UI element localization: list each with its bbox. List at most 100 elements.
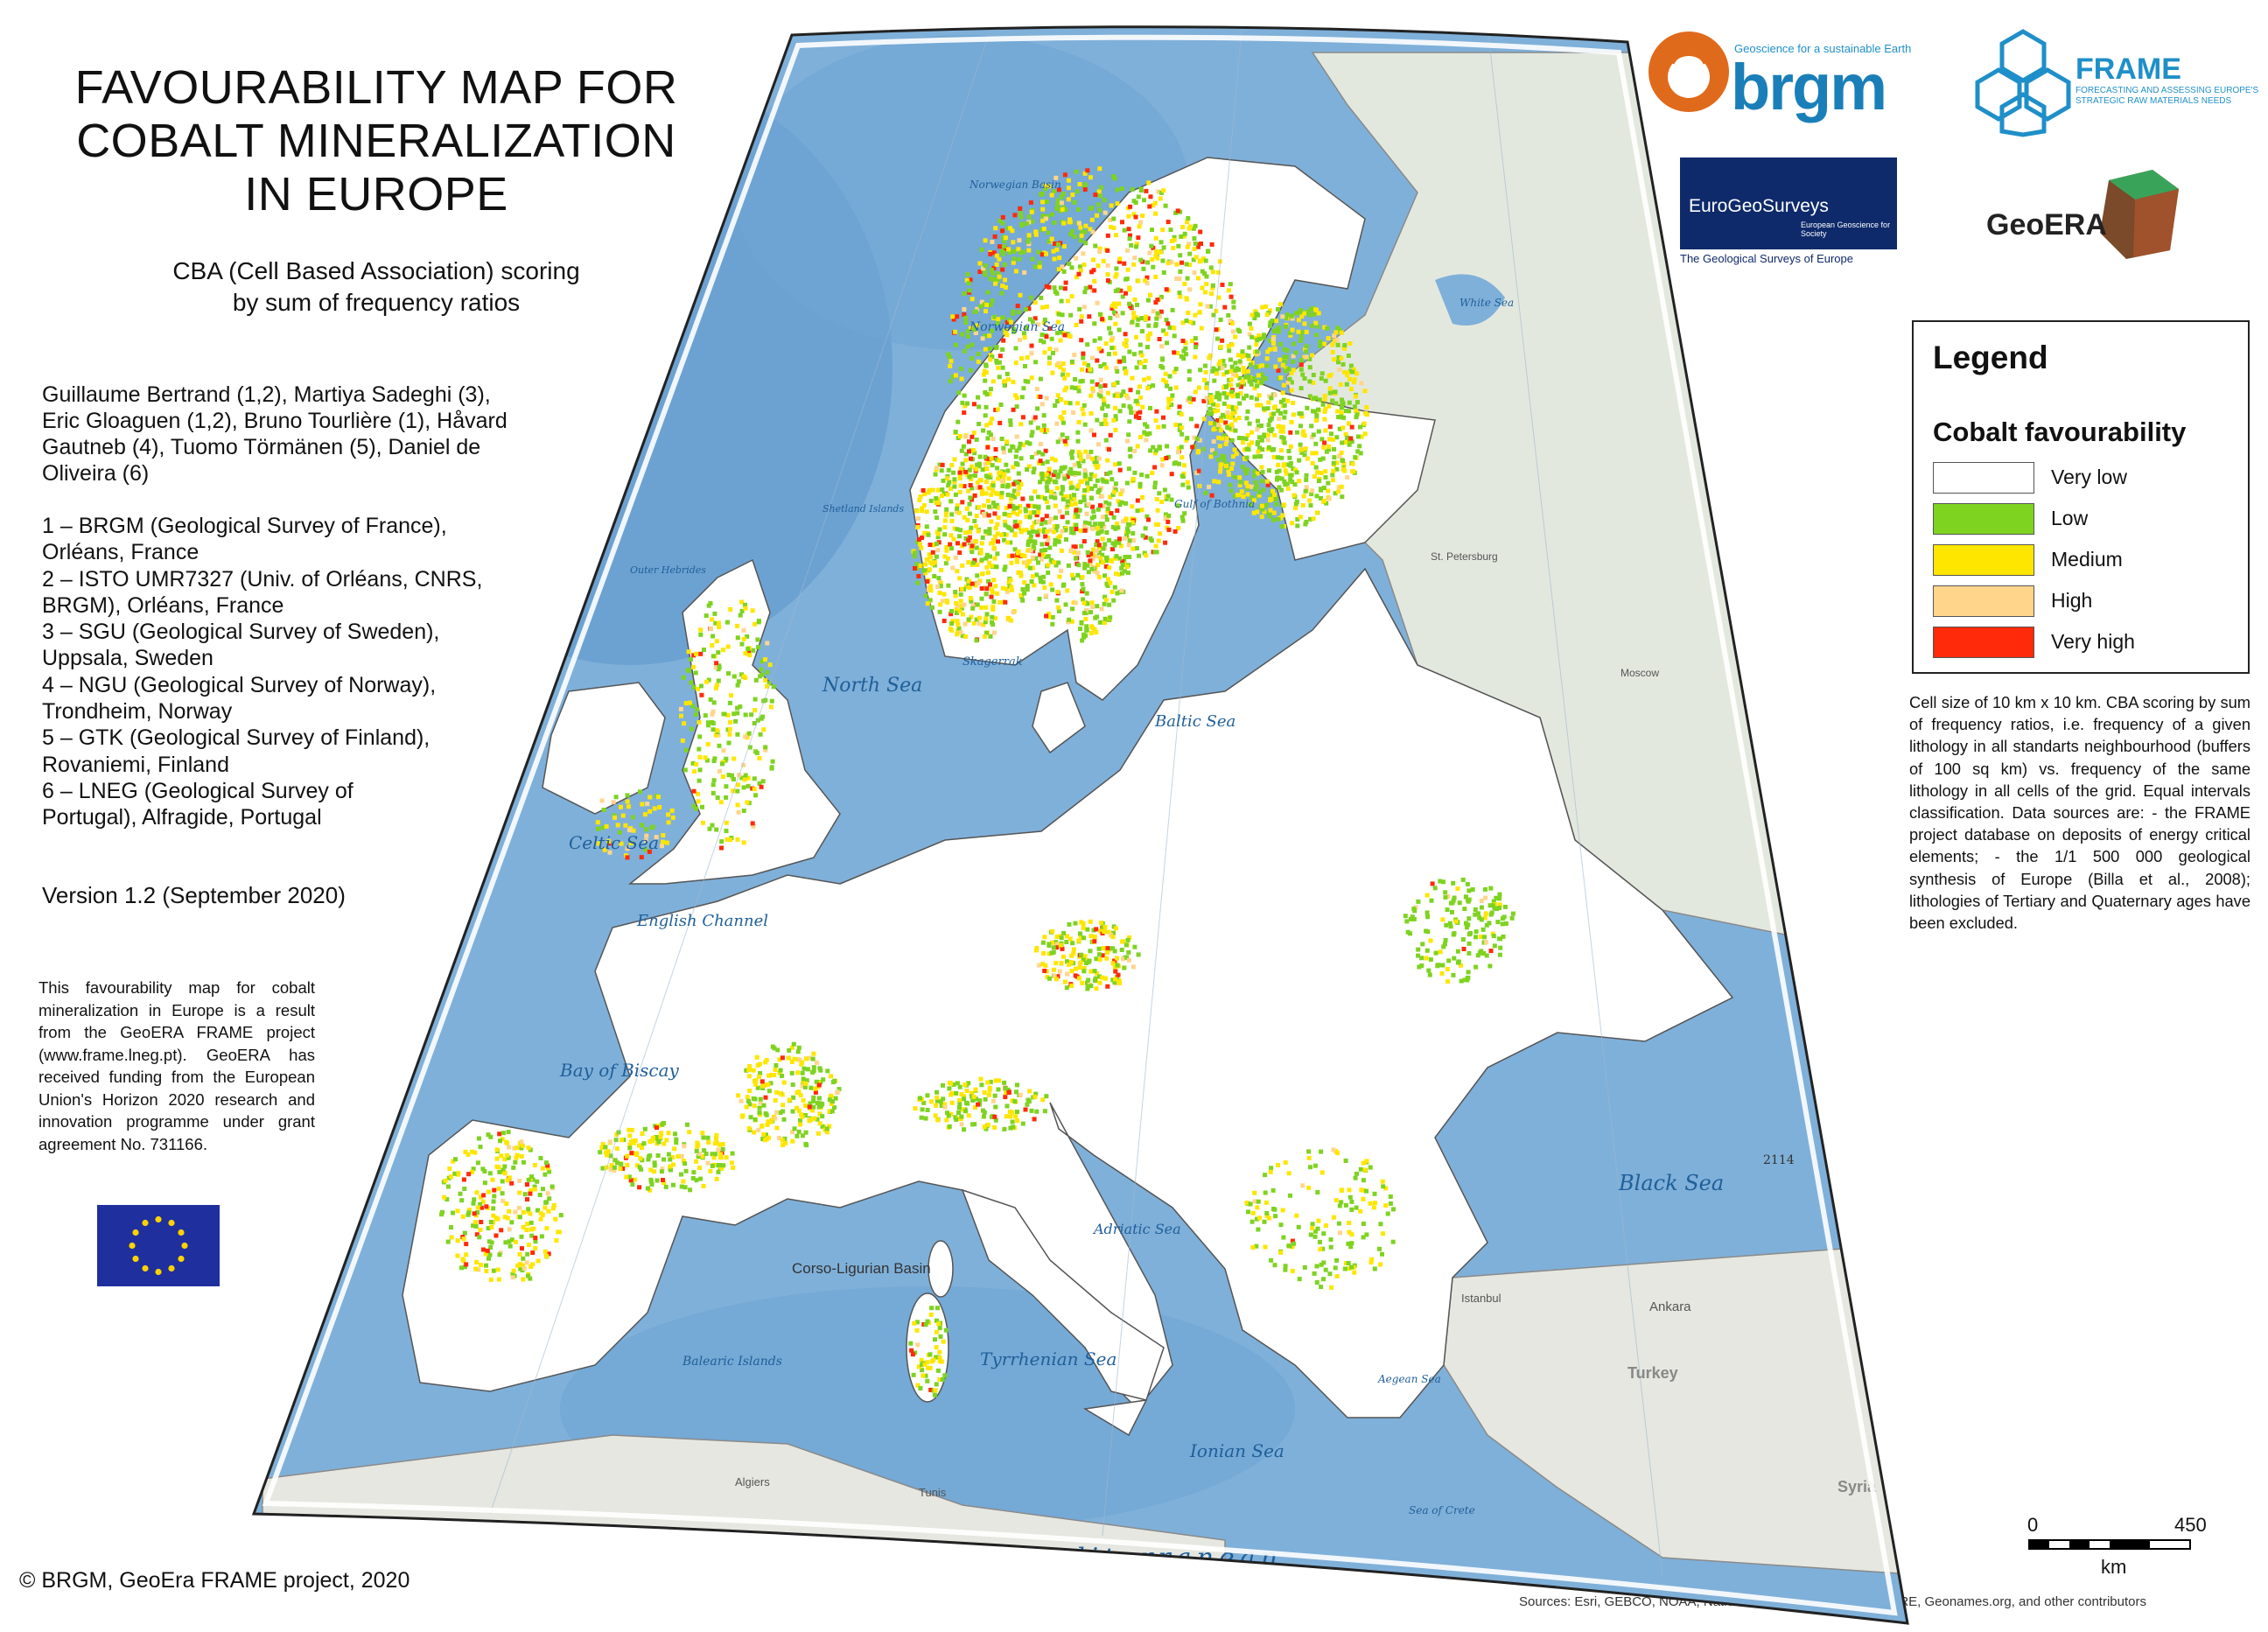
favourability-cell bbox=[1297, 458, 1302, 463]
favourability-cell bbox=[1278, 410, 1283, 416]
favourability-cell bbox=[709, 626, 713, 631]
favourability-cell bbox=[795, 1049, 801, 1054]
favourability-cell bbox=[1054, 935, 1060, 939]
favourability-cell bbox=[551, 1202, 556, 1208]
favourability-cell bbox=[746, 1098, 751, 1103]
favourability-cell bbox=[480, 1166, 486, 1172]
favourability-cell bbox=[957, 473, 962, 479]
favourability-cell bbox=[1052, 189, 1057, 194]
favourability-cell bbox=[492, 1194, 497, 1199]
favourability-cell bbox=[1076, 471, 1082, 476]
favourability-cell bbox=[1061, 269, 1067, 274]
favourability-cell bbox=[982, 368, 987, 374]
favourability-cell bbox=[1029, 375, 1034, 381]
favourability-cell bbox=[1082, 229, 1088, 235]
favourability-cell bbox=[475, 1205, 480, 1210]
favourability-cell bbox=[504, 1140, 509, 1145]
map-frame bbox=[251, 25, 1909, 1625]
favourability-cell bbox=[1214, 327, 1219, 333]
favourability-cell bbox=[986, 578, 991, 584]
favourability-cell bbox=[1062, 286, 1068, 291]
favourability-cell bbox=[682, 767, 688, 773]
favourability-cell bbox=[761, 727, 766, 732]
favourability-cell bbox=[930, 487, 935, 493]
favourability-cell bbox=[1110, 346, 1115, 351]
favourability-cell bbox=[1018, 206, 1023, 211]
favourability-cell bbox=[1180, 320, 1186, 326]
brgm-logo: Geoscience for a sustainable Earth brgm bbox=[1643, 23, 1932, 137]
favourability-cell bbox=[1201, 446, 1206, 452]
favourability-cell bbox=[1156, 189, 1161, 194]
favourability-cell bbox=[1054, 347, 1059, 353]
favourability-cell bbox=[1026, 558, 1032, 564]
favourability-cell bbox=[937, 1349, 942, 1355]
favourability-cell bbox=[986, 1092, 991, 1097]
favourability-cell bbox=[1263, 1244, 1268, 1250]
favourability-cell bbox=[1098, 377, 1103, 382]
favourability-cell bbox=[690, 760, 696, 766]
favourability-cell bbox=[1278, 341, 1283, 347]
favourability-cell bbox=[1269, 1257, 1274, 1263]
favourability-cell bbox=[685, 668, 690, 673]
favourability-cell bbox=[1473, 912, 1478, 917]
favourability-cell bbox=[613, 795, 619, 800]
favourability-cell bbox=[1060, 192, 1066, 196]
favourability-cell bbox=[1069, 984, 1074, 988]
favourability-cell bbox=[1101, 396, 1106, 402]
favourability-cell bbox=[1358, 1166, 1363, 1172]
favourability-cell bbox=[1428, 938, 1433, 943]
favourability-cell bbox=[1095, 300, 1100, 305]
favourability-cell bbox=[1354, 415, 1359, 420]
favourability-cell bbox=[1283, 410, 1288, 415]
favourability-cell bbox=[1095, 970, 1100, 976]
favourability-cell bbox=[1117, 359, 1123, 364]
favourability-cell bbox=[996, 1087, 1001, 1092]
favourability-cell bbox=[835, 1090, 840, 1096]
favourability-cell bbox=[494, 1233, 499, 1238]
favourability-cell bbox=[697, 1166, 702, 1170]
favourability-cell bbox=[1209, 398, 1214, 403]
favourability-cell bbox=[1428, 957, 1433, 963]
favourability-cell bbox=[955, 569, 960, 574]
favourability-cell bbox=[994, 262, 999, 267]
favourability-cell bbox=[1236, 493, 1240, 498]
favourability-cell bbox=[995, 277, 1000, 283]
favourability-cell bbox=[471, 1223, 476, 1229]
favourability-cell bbox=[1142, 365, 1147, 369]
favourability-cell bbox=[696, 799, 701, 804]
favourability-cell bbox=[1256, 424, 1261, 429]
favourability-cell bbox=[1440, 917, 1446, 922]
favourability-cell bbox=[1084, 624, 1089, 629]
favourability-cell bbox=[918, 1386, 923, 1390]
favourability-cell bbox=[769, 1117, 774, 1123]
favourability-cell bbox=[1166, 321, 1171, 326]
favourability-cell bbox=[1034, 529, 1040, 535]
favourability-cell bbox=[1157, 337, 1162, 341]
favourability-cell bbox=[1311, 432, 1316, 438]
favourability-cell bbox=[1007, 513, 1012, 518]
favourability-cell bbox=[1076, 385, 1082, 390]
favourability-cell bbox=[1176, 445, 1181, 451]
favourability-cell bbox=[746, 775, 751, 781]
authors-text: Guillaume Bertrand (1,2), Martiya Sadegh… bbox=[42, 382, 508, 486]
favourability-cell bbox=[668, 1164, 673, 1169]
favourability-cell bbox=[756, 1127, 761, 1132]
favourability-cell bbox=[1241, 494, 1246, 500]
favourability-cell bbox=[923, 593, 928, 599]
favourability-cell bbox=[546, 1166, 550, 1171]
favourability-cell bbox=[961, 444, 966, 449]
favourability-cell bbox=[989, 456, 994, 461]
favourability-cell bbox=[1232, 447, 1237, 452]
favourability-cell bbox=[1201, 398, 1207, 403]
favourability-cell bbox=[974, 466, 979, 472]
favourability-cell bbox=[1082, 966, 1087, 970]
favourability-cell bbox=[682, 1161, 688, 1166]
favourability-cell bbox=[1004, 532, 1009, 537]
favourability-cell bbox=[1179, 234, 1184, 239]
label-baltic-sea: Baltic Sea bbox=[1154, 712, 1236, 731]
favourability-cell bbox=[625, 1162, 630, 1167]
favourability-cell bbox=[482, 1169, 487, 1173]
favourability-cell bbox=[1123, 332, 1128, 337]
favourability-cell bbox=[1088, 284, 1093, 290]
